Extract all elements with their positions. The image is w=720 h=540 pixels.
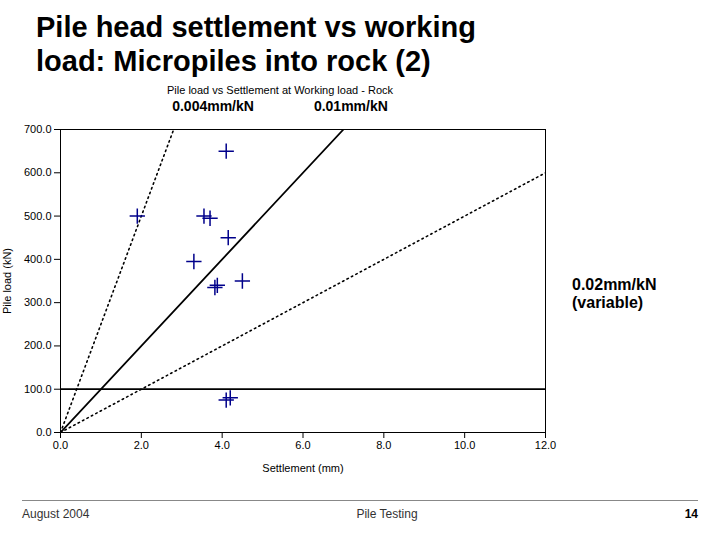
svg-text:Pile load (kN): Pile load (kN)	[1, 248, 13, 314]
html-text:0.02mm/kN (variable): 0.02mm/kN (variable)	[572, 276, 657, 311]
html-text:0.004mm/kN: 0.004mm/kN	[172, 98, 254, 114]
svg-text:10.0: 10.0	[454, 439, 475, 451]
html-text:Pile Testing: Pile Testing	[356, 507, 418, 521]
html-text:0.01mm/kN: 0.01mm/kN	[313, 98, 388, 114]
svg-text:600.0: 600.0	[24, 166, 52, 178]
html-text:Pile head settlement vs workin: Pile head settlement vs working load: Mi…	[36, 11, 476, 77]
html-text:14: 14	[684, 507, 698, 521]
svg-text:100.0: 100.0	[24, 383, 52, 395]
svg-text:700.0: 700.0	[24, 123, 52, 135]
svg-text:12.0: 12.0	[535, 439, 556, 451]
svg-text:0.0: 0.0	[36, 426, 51, 438]
svg-text:Settlement (mm): Settlement (mm)	[262, 462, 343, 474]
html-text:August 2004: August 2004	[22, 507, 90, 521]
html-text:Pile load vs Settlement at Wor: Pile load vs Settlement at Working load …	[167, 84, 393, 96]
svg-text:4.0: 4.0	[215, 439, 230, 451]
svg-text:0.0: 0.0	[53, 439, 68, 451]
svg-text:8.0: 8.0	[376, 439, 391, 451]
svg-text:6.0: 6.0	[295, 439, 310, 451]
svg-text:2.0: 2.0	[134, 439, 149, 451]
svg-text:300.0: 300.0	[24, 296, 52, 308]
svg-text:500.0: 500.0	[24, 210, 52, 222]
svg-text:400.0: 400.0	[24, 253, 52, 265]
svg-text:200.0: 200.0	[24, 339, 52, 351]
